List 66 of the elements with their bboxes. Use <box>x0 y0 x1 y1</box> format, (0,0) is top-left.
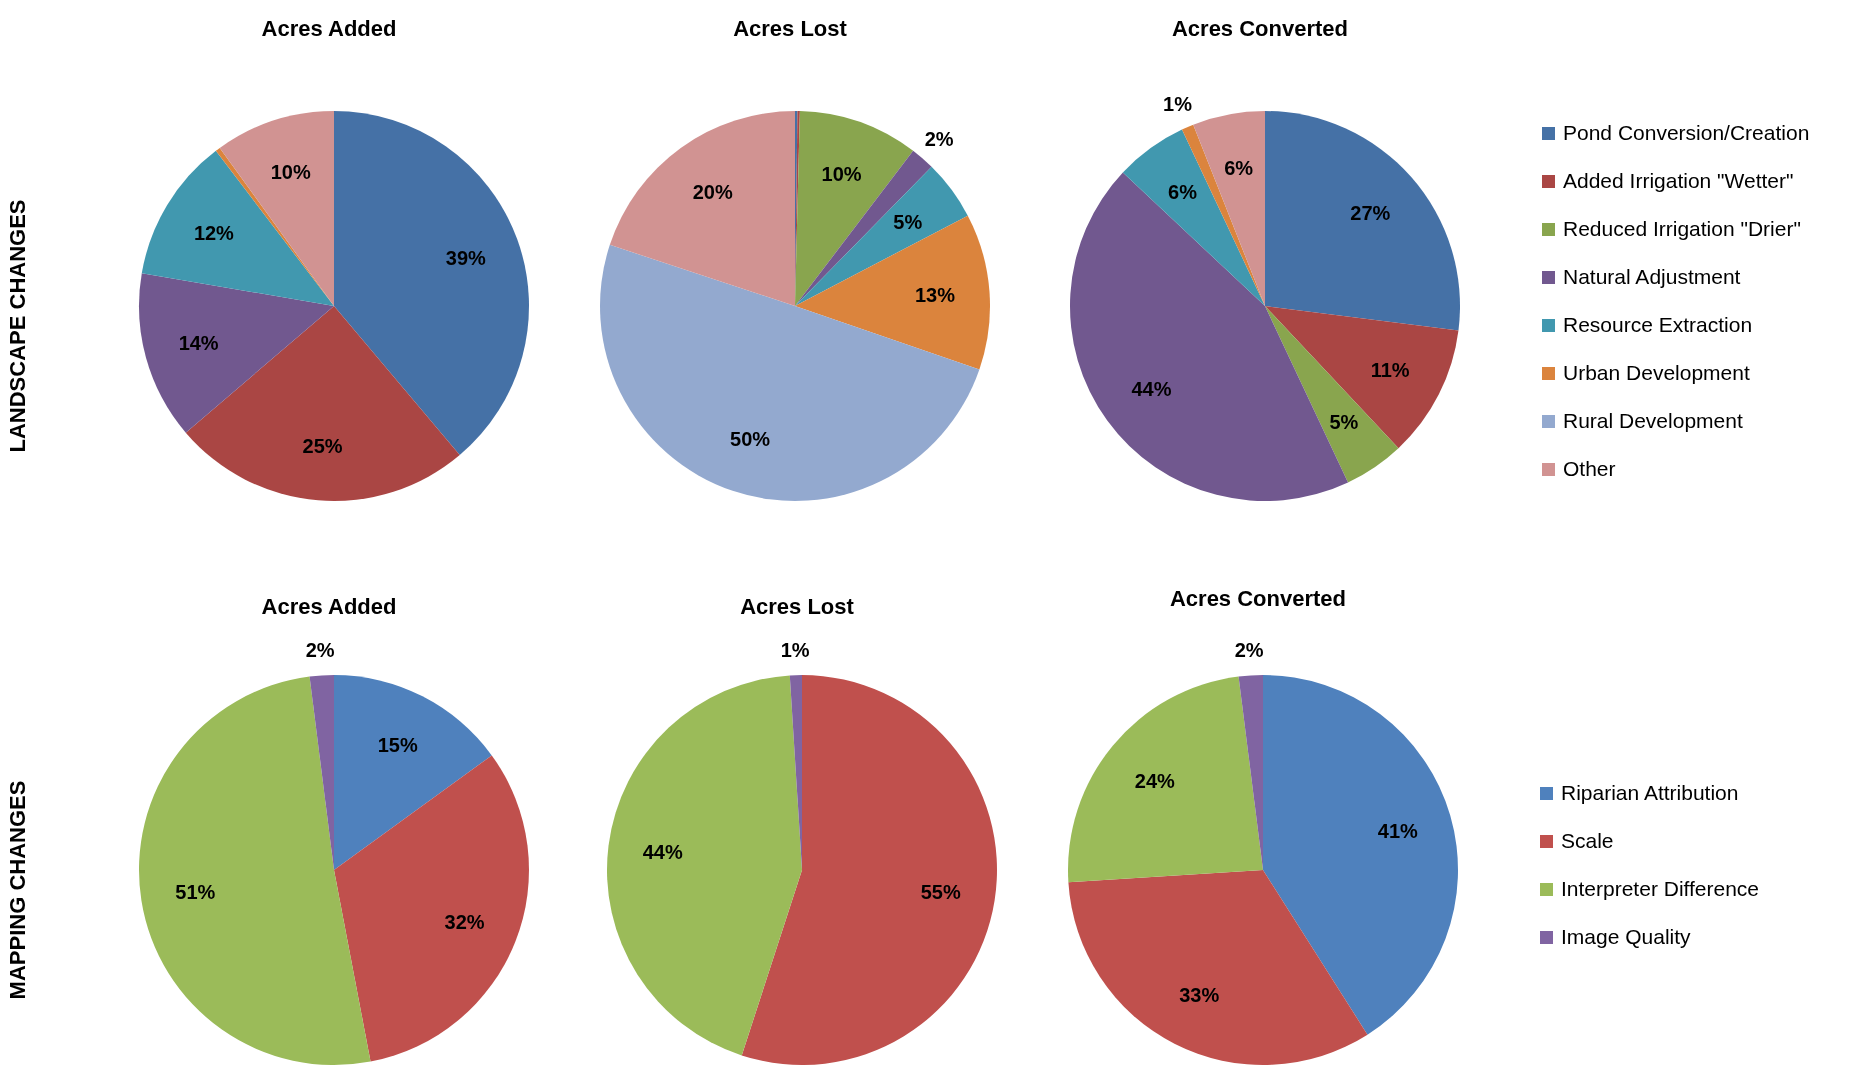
data-label: 5% <box>1329 411 1359 434</box>
data-label: 2% <box>1234 639 1264 662</box>
pie-slice <box>141 150 334 306</box>
legend-label: Rural Development <box>1563 409 1743 433</box>
data-label: 55% <box>920 880 961 903</box>
pie-slice <box>795 166 968 306</box>
pie-slice <box>609 111 795 306</box>
legend-label: Urban Development <box>1563 361 1750 385</box>
data-label: 15% <box>377 733 418 756</box>
data-label: 44% <box>642 841 683 864</box>
pie-slice <box>334 755 529 1062</box>
legend-label: Scale <box>1561 829 1614 853</box>
data-label: 33% <box>1179 984 1220 1007</box>
data-label: 2% <box>305 639 335 662</box>
data-label: 32% <box>444 910 485 933</box>
data-label: 39% <box>445 246 487 269</box>
text: MAPPING CHANGES <box>7 779 31 1002</box>
data-label: 50% <box>730 428 771 451</box>
pie-slice <box>795 215 990 370</box>
pie-slice <box>741 675 997 1065</box>
chart-title: Acres Lost <box>739 594 855 620</box>
pie-slice <box>139 676 371 1065</box>
legend-label: Image Quality <box>1561 925 1691 949</box>
data-label: 1% <box>1163 92 1193 115</box>
legend-label: Pond Conversion/Creation <box>1563 121 1810 145</box>
legend-label: Added Irrigation "Wetter" <box>1563 169 1794 193</box>
legend-label: Reduced Irrigation "Drier" <box>1563 217 1801 241</box>
pie-slice <box>139 273 334 433</box>
pie-slice <box>1068 870 1368 1065</box>
pie-slice <box>600 244 980 501</box>
pie-slice <box>1265 111 1460 331</box>
legend-label: Natural Adjustment <box>1563 265 1741 289</box>
data-label: 41% <box>1377 819 1419 842</box>
chart-title: Acres Added <box>260 594 398 620</box>
data-label: 27% <box>1350 202 1391 225</box>
data-label: 10% <box>821 162 862 185</box>
pie-slice <box>334 675 492 870</box>
data-label: 20% <box>692 181 733 204</box>
chart-title: Acres Lost <box>732 16 848 42</box>
chart-title: Acres Converted <box>1168 586 1348 612</box>
data-label: 25% <box>302 434 343 457</box>
legend-label: Other <box>1563 457 1616 481</box>
legend-label: Interpreter Difference <box>1561 877 1760 901</box>
data-label: 44% <box>1131 377 1172 400</box>
data-label: 2% <box>924 128 954 151</box>
data-label: 10% <box>270 161 312 184</box>
data-label: 13% <box>914 284 956 307</box>
data-label: 6% <box>1168 181 1198 204</box>
data-label: 51% <box>175 880 216 903</box>
data-label: 1% <box>780 638 810 661</box>
data-label: 5% <box>893 211 923 234</box>
pie-slice <box>1265 306 1459 449</box>
data-label: 14% <box>178 332 219 355</box>
legend-label: Resource Extraction <box>1563 313 1753 337</box>
chart-title: Acres Added <box>260 16 398 42</box>
legend-label: Riparian Attribution <box>1561 781 1739 805</box>
pie-slice <box>1068 676 1263 883</box>
data-label: 6% <box>1224 157 1254 180</box>
data-label: 24% <box>1134 769 1176 792</box>
chart-title: Acres Converted <box>1170 16 1350 42</box>
pie-slice <box>1122 129 1265 306</box>
pie-slice <box>1263 675 1458 1035</box>
data-label: 12% <box>193 222 235 245</box>
pie-slice <box>607 675 802 1056</box>
text: LANDSCAPE CHANGES <box>7 198 31 455</box>
data-label: 11% <box>1370 358 1410 381</box>
